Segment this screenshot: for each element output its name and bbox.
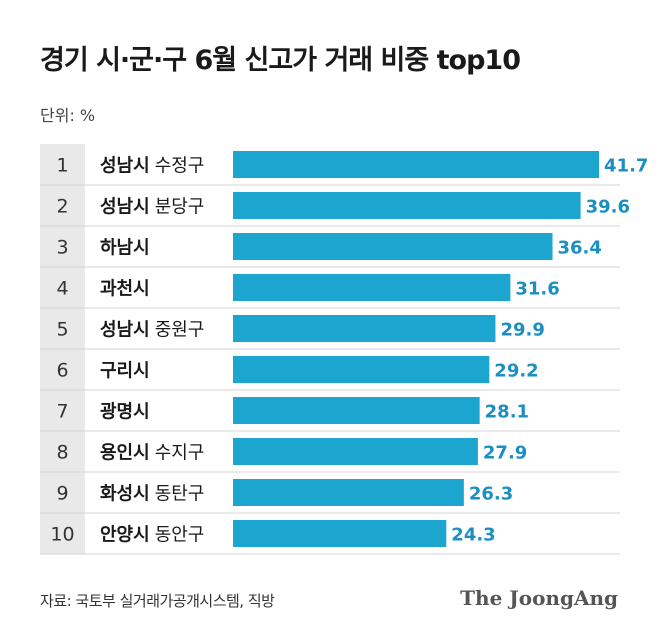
category-label: 구리시 xyxy=(100,361,150,382)
data-label: 29.2 xyxy=(494,361,538,382)
bar xyxy=(233,438,478,465)
district-name: 동안구 xyxy=(155,525,205,546)
city-name: 성남시 xyxy=(100,197,150,218)
district-name: 동탄구 xyxy=(155,484,205,505)
category-label: 성남시 분당구 xyxy=(100,197,204,218)
bar xyxy=(233,479,464,506)
rank-number: 6 xyxy=(56,360,68,382)
rank-number: 2 xyxy=(56,196,68,218)
city-name: 화성시 xyxy=(100,484,150,505)
district-name: 수정구 xyxy=(155,156,205,177)
data-label: 39.6 xyxy=(586,197,630,218)
data-label: 31.6 xyxy=(515,279,559,300)
category-label: 안양시 동안구 xyxy=(100,525,204,546)
rank-number: 5 xyxy=(56,319,68,341)
city-name: 하남시 xyxy=(100,238,150,259)
data-label: 41.7 xyxy=(604,156,648,177)
bar xyxy=(233,151,600,178)
city-name: 과천시 xyxy=(100,279,150,300)
data-label: 24.3 xyxy=(451,525,495,546)
bar xyxy=(233,233,553,260)
district-name: 중원구 xyxy=(155,320,205,341)
bar xyxy=(233,356,490,383)
district-name: 분당구 xyxy=(155,197,205,218)
source-note: 자료: 국토부 실거래가공개시스템, 직방 xyxy=(40,592,275,610)
brand-logo: The JoongAng xyxy=(460,586,618,610)
data-label: 27.9 xyxy=(483,443,527,464)
category-label: 화성시 동탄구 xyxy=(100,484,204,505)
rank-number: 10 xyxy=(50,524,74,546)
category-label: 용인시 수지구 xyxy=(100,443,204,464)
city-name: 성남시 xyxy=(100,156,150,177)
rank-number: 7 xyxy=(56,401,68,423)
data-label: 29.9 xyxy=(500,320,544,341)
city-name: 구리시 xyxy=(100,361,150,382)
rank-number: 4 xyxy=(56,278,68,300)
category-label: 광명시 xyxy=(100,402,150,423)
data-label: 26.3 xyxy=(469,484,513,505)
category-label: 과천시 xyxy=(100,279,150,300)
city-name: 광명시 xyxy=(100,402,150,423)
rank-number: 9 xyxy=(56,483,68,505)
city-name: 안양시 xyxy=(100,525,150,546)
bar xyxy=(233,192,581,219)
data-label: 36.4 xyxy=(558,238,602,259)
bar xyxy=(233,315,496,342)
category-label: 성남시 중원구 xyxy=(100,320,204,341)
data-label: 28.1 xyxy=(485,402,529,423)
category-label: 하남시 xyxy=(100,238,150,259)
rank-number: 1 xyxy=(56,155,68,177)
rank-number: 8 xyxy=(56,442,68,464)
rank-number: 3 xyxy=(56,237,68,259)
bar xyxy=(233,520,447,547)
category-label: 성남시 수정구 xyxy=(100,156,204,177)
unit-label: 단위: % xyxy=(40,106,96,125)
district-name: 수지구 xyxy=(155,443,205,464)
bar xyxy=(233,274,511,301)
bar xyxy=(233,397,480,424)
city-name: 성남시 xyxy=(100,320,150,341)
chart-title: 경기 시·군·구 6월 신고가 거래 비중 top10 xyxy=(40,45,521,76)
city-name: 용인시 xyxy=(100,443,150,464)
